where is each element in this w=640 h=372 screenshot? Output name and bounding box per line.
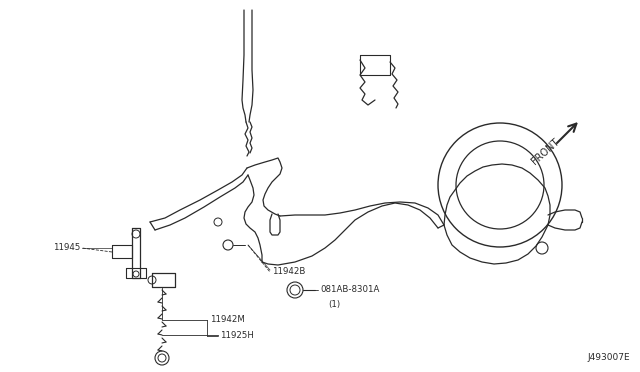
Text: 11925H: 11925H bbox=[220, 331, 254, 340]
Text: 11945: 11945 bbox=[52, 244, 80, 253]
Text: J493007E: J493007E bbox=[588, 353, 630, 362]
Text: 11942M: 11942M bbox=[210, 315, 245, 324]
Text: 081AB-8301A: 081AB-8301A bbox=[320, 285, 380, 295]
Text: FRONT: FRONT bbox=[530, 137, 561, 167]
Text: (1): (1) bbox=[328, 299, 340, 308]
Text: 11942B: 11942B bbox=[272, 267, 305, 276]
